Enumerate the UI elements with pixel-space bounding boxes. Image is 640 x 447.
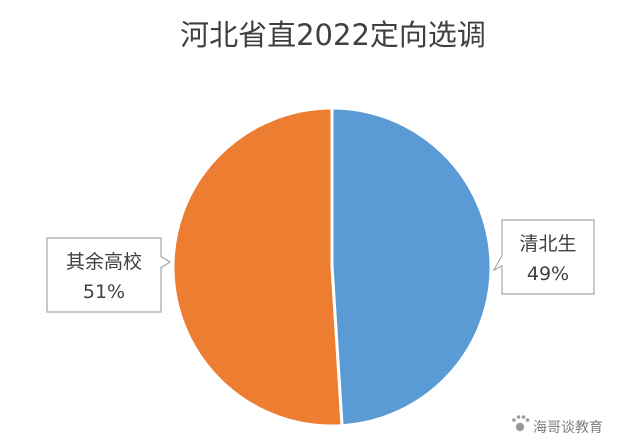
watermark-text: 海哥谈教育 [533,420,603,436]
callout-label: 其余高校 51% [46,237,172,313]
slice-label: 清北生 [519,233,576,255]
callout-box [46,237,172,313]
chart-title: 河北省直2022定向选调 [180,18,486,52]
data-labels: 清北生 49% 其余高校 51% [46,219,595,313]
slice-value-label: 51% [83,281,125,303]
paw-icon [512,415,530,432]
pie-slice [330,106,493,428]
callout-box [492,219,595,295]
slice-label: 其余高校 [66,251,142,273]
callout-label: 清北生 49% [492,219,595,295]
pie-slices [171,106,493,428]
slice-value-label: 49% [527,263,569,285]
pie-slice [171,106,344,428]
watermark: 海哥谈教育 [512,415,603,436]
